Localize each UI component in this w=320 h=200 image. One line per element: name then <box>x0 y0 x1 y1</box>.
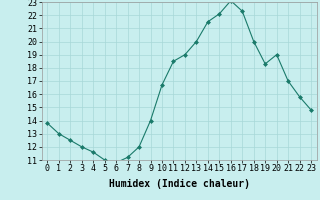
X-axis label: Humidex (Indice chaleur): Humidex (Indice chaleur) <box>109 179 250 189</box>
